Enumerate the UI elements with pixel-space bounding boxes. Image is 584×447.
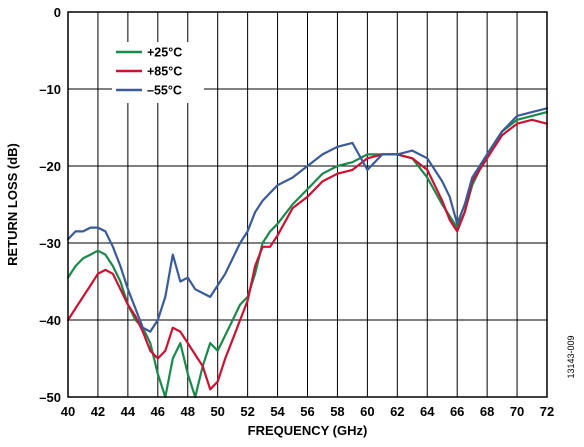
figure-id: 13143-009 [566,335,576,378]
legend-label: +25°C [147,46,182,60]
x-tick-label: 68 [480,404,494,419]
x-tick-label: 60 [360,404,374,419]
x-tick-label: 56 [300,404,314,419]
x-tick-label: 66 [450,404,464,419]
x-tick-label: 48 [181,404,195,419]
x-tick-label: 44 [121,404,136,419]
x-tick-label: 46 [151,404,165,419]
x-tick-label: 52 [240,404,254,419]
y-tick-label: –40 [39,313,61,328]
y-tick-label: –50 [39,390,61,405]
x-axis-label: FREQUENCY (GHz) [248,423,368,438]
legend-label: –55°C [147,84,182,98]
x-tick-label: 62 [390,404,404,419]
x-tick-label: 40 [61,404,75,419]
y-tick-label: 0 [54,5,61,20]
y-axis-label: RETURN LOSS (dB) [5,143,20,266]
y-tick-label: –30 [39,236,61,251]
x-tick-label: 70 [510,404,524,419]
legend-label: +85°C [147,65,182,79]
x-tick-label: 54 [270,404,285,419]
y-tick-label: –20 [39,159,61,174]
x-tick-label: 64 [420,404,435,419]
legend: +25°C +85°C –55°C [112,42,204,103]
x-tick-label: 50 [210,404,224,419]
x-tick-label: 72 [540,404,554,419]
y-tick-label: –10 [39,82,61,97]
x-tick-label: 58 [330,404,344,419]
x-tick-label: 42 [91,404,105,419]
